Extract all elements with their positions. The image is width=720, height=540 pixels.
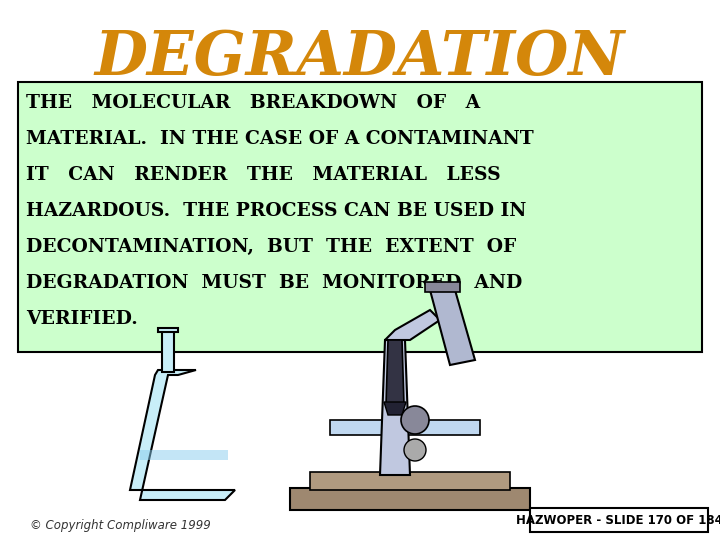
Text: THE   MOLECULAR   BREAKDOWN   OF   A: THE MOLECULAR BREAKDOWN OF A: [26, 94, 480, 112]
Text: DEGRADATION: DEGRADATION: [95, 28, 625, 88]
Text: VERIFIED.: VERIFIED.: [26, 310, 138, 328]
Polygon shape: [386, 340, 404, 405]
Polygon shape: [430, 290, 475, 365]
Text: HAZWOPER - SLIDE 170 OF 184: HAZWOPER - SLIDE 170 OF 184: [516, 514, 720, 526]
Text: DEGRADATION  MUST  BE  MONITORED  AND: DEGRADATION MUST BE MONITORED AND: [26, 274, 522, 292]
FancyBboxPatch shape: [530, 508, 708, 532]
Polygon shape: [130, 370, 235, 500]
Text: MATERIAL.  IN THE CASE OF A CONTAMINANT: MATERIAL. IN THE CASE OF A CONTAMINANT: [26, 130, 534, 148]
Polygon shape: [158, 328, 178, 332]
Text: IT   CAN   RENDER   THE   MATERIAL   LESS: IT CAN RENDER THE MATERIAL LESS: [26, 166, 500, 184]
Text: HAZARDOUS.  THE PROCESS CAN BE USED IN: HAZARDOUS. THE PROCESS CAN BE USED IN: [26, 202, 526, 220]
Polygon shape: [384, 402, 406, 415]
Polygon shape: [140, 450, 228, 460]
Polygon shape: [162, 330, 174, 372]
Text: DECONTAMINATION,  BUT  THE  EXTENT  OF: DECONTAMINATION, BUT THE EXTENT OF: [26, 238, 516, 256]
Polygon shape: [310, 472, 510, 490]
Polygon shape: [380, 340, 410, 475]
Polygon shape: [330, 420, 480, 435]
Polygon shape: [385, 310, 440, 340]
Polygon shape: [425, 282, 460, 292]
FancyBboxPatch shape: [18, 82, 702, 352]
Circle shape: [404, 439, 426, 461]
Text: © Copyright Compliware 1999: © Copyright Compliware 1999: [30, 518, 211, 531]
Polygon shape: [290, 488, 530, 510]
Circle shape: [401, 406, 429, 434]
